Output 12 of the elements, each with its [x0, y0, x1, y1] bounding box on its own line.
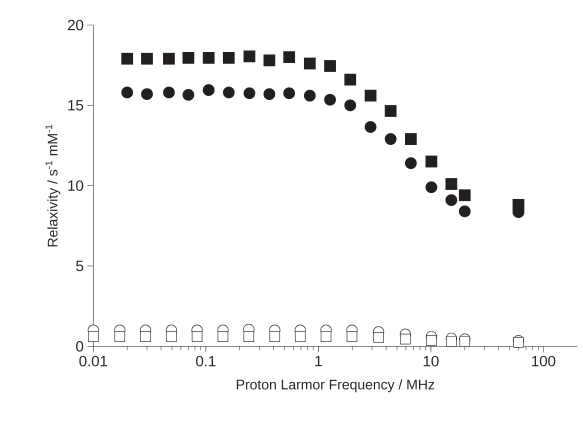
y-axis-title: Relaxivity / s$^{-1}$ mM$^{-1}$ [46, 124, 60, 246]
y-tick-label: 10 [68, 180, 84, 191]
x-tick-label: 10 [424, 356, 439, 366]
y-tick-label: 5 [76, 260, 84, 272]
x-tick-label: 1 [315, 356, 322, 366]
x-tick-label: 0.1 [196, 356, 216, 366]
y-tick-label: 0 [76, 341, 84, 352]
y-tick-label: 15 [68, 100, 84, 111]
y-tick-label: 20 [68, 20, 84, 30]
x-tick-label: 100 [532, 356, 556, 366]
x-tick-label: 0.01 [79, 356, 108, 366]
x-axis-title: Proton Larmor Frequency / MHz [236, 379, 434, 392]
